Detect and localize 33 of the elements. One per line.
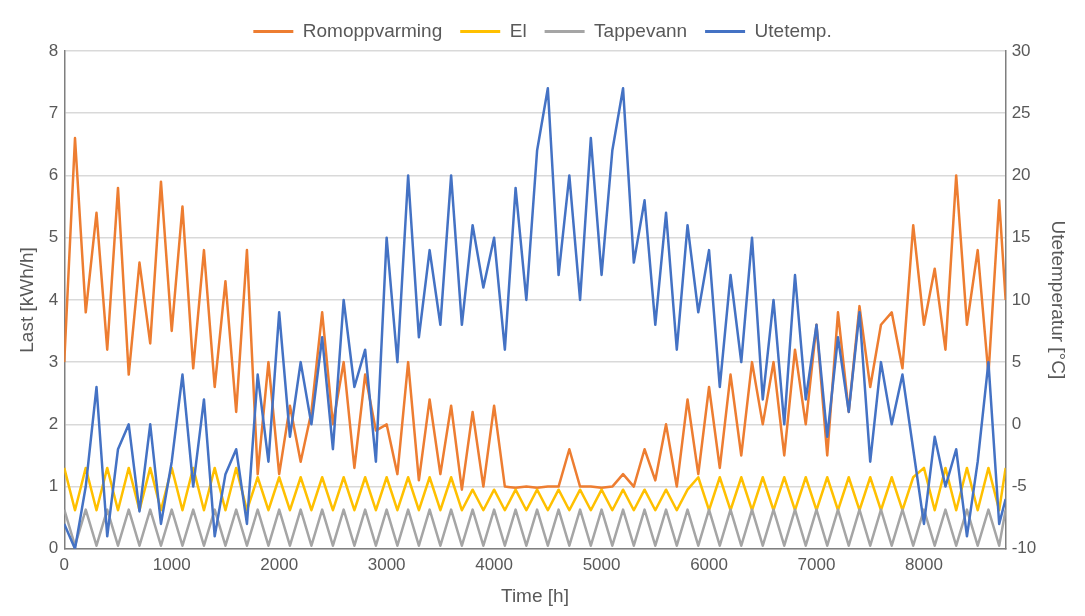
y-tick-label: 2	[48, 414, 59, 434]
y2-tick-label: 10	[1011, 289, 1031, 309]
x-tick-label: 5000	[582, 554, 621, 574]
y2-tick-label: 20	[1011, 165, 1031, 185]
x-axis-title: Time [h]	[500, 584, 569, 606]
y-tick-label: 8	[48, 40, 59, 60]
y2-tick-label: 25	[1011, 102, 1031, 122]
y2-tick-label: 5	[1011, 351, 1022, 371]
x-tick-label: 2000	[260, 554, 299, 574]
y2-axis-title: Utetemperatur [°C]	[1048, 220, 1070, 380]
x-tick-label: 8000	[905, 554, 943, 574]
legend-label: Tappevann	[594, 19, 688, 41]
y2-tick-label: 30	[1011, 40, 1031, 60]
x-tick-label: 7000	[797, 554, 836, 574]
y2-tick-label: 0	[1011, 414, 1022, 434]
y-tick-label: 7	[48, 102, 59, 122]
x-tick-label: 3000	[367, 554, 406, 574]
y-tick-label: 1	[48, 476, 59, 496]
x-tick-label: 1000	[152, 554, 191, 574]
y-tick-label: 5	[48, 227, 59, 247]
x-tick-label: 4000	[475, 554, 514, 574]
y-axis-title: Last [kWh/h]	[15, 247, 37, 353]
y-tick-label: 3	[48, 351, 59, 371]
x-tick-label: 6000	[690, 554, 728, 574]
y2-tick-label: -5	[1011, 476, 1027, 496]
y-tick-label: 6	[48, 165, 59, 185]
legend-label: El	[509, 19, 527, 41]
legend-label: Utetemp.	[754, 19, 832, 41]
legend-label: Romoppvarming	[302, 19, 443, 41]
y-tick-label: 0	[48, 538, 59, 558]
y2-tick-label: 15	[1011, 227, 1031, 247]
y2-tick-label: -10	[1011, 538, 1037, 558]
y-tick-label: 4	[48, 289, 59, 309]
